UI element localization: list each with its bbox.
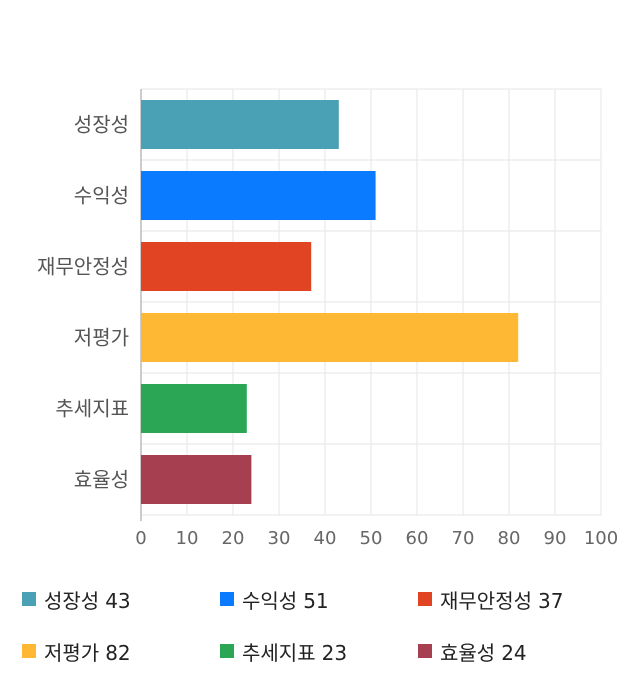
legend-label: 수익성 — [242, 588, 298, 613]
legend-swatch — [418, 592, 432, 606]
legend-value: 82 — [105, 640, 131, 665]
legend-item-5: 효율성 24 — [418, 636, 527, 666]
legend-label: 재무안정성 — [440, 588, 532, 613]
category-label: 수익성 — [74, 184, 129, 208]
x-tick-label: 10 — [176, 528, 199, 549]
x-tick-label: 50 — [360, 528, 383, 549]
x-tick-label: 70 — [452, 528, 475, 549]
legend-value: 43 — [105, 588, 131, 613]
category-label: 저평가 — [74, 326, 129, 350]
legend-value: 24 — [501, 640, 527, 665]
legend-swatch — [220, 592, 234, 606]
legend-item-2: 재무안정성 37 — [418, 584, 563, 614]
x-tick-label: 60 — [406, 528, 429, 549]
x-tick-label: 0 — [135, 528, 146, 549]
legend-label: 성장성 — [44, 588, 100, 613]
bar — [141, 242, 312, 291]
category-label: 성장성 — [74, 113, 129, 137]
legend-item-4: 추세지표 23 — [220, 636, 347, 666]
x-tick-label: 100 — [584, 528, 618, 549]
x-tick-label: 80 — [498, 528, 521, 549]
x-tick-label: 90 — [544, 528, 567, 549]
x-axis-ticks: 0 10 20 30 40 50 60 70 80 90 100 — [135, 528, 618, 549]
legend-item-1: 수익성 51 — [220, 584, 329, 614]
bar — [141, 171, 376, 220]
legend-label: 효율성 — [440, 640, 496, 665]
legend-swatch — [418, 644, 432, 658]
x-tick-label: 40 — [314, 528, 337, 549]
category-label: 효율성 — [74, 468, 129, 492]
bar — [141, 384, 247, 433]
bar — [141, 313, 519, 362]
bars — [141, 100, 519, 504]
legend: 성장성 43 수익성 51 재무안정성 37 저평가 82 추세지표 23 효율성 24 — [0, 580, 640, 690]
legend-item-3: 저평가 82 — [22, 636, 131, 666]
legend-label: 추세지표 — [242, 640, 316, 665]
legend-item-0: 성장성 43 — [22, 584, 131, 614]
category-label: 추세지표 — [55, 397, 129, 421]
bar — [141, 455, 252, 504]
legend-swatch — [220, 644, 234, 658]
legend-value: 37 — [538, 588, 564, 613]
legend-swatch — [22, 592, 36, 606]
bar — [141, 100, 339, 149]
x-tick-label: 30 — [268, 528, 291, 549]
legend-value: 23 — [321, 640, 348, 665]
legend-swatch — [22, 644, 36, 658]
x-tick-label: 20 — [222, 528, 245, 549]
legend-label: 저평가 — [44, 640, 100, 665]
grid-lines — [140, 88, 602, 521]
legend-value: 51 — [303, 588, 329, 613]
category-label: 재무안정성 — [37, 255, 129, 279]
